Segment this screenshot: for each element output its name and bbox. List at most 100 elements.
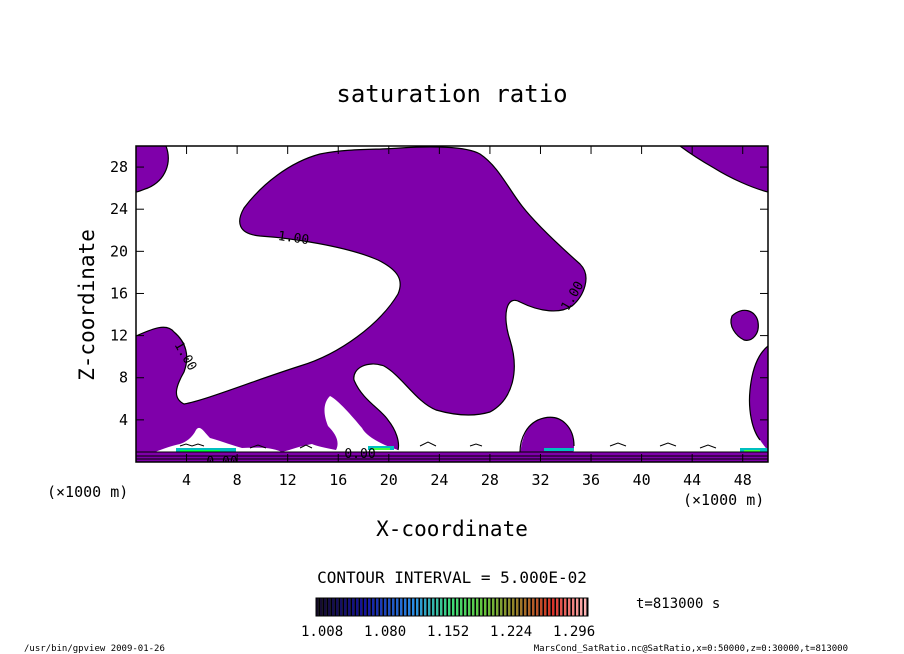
- colorbar-swatch: [568, 598, 571, 616]
- colorbar-swatch: [316, 598, 319, 616]
- colorbar-separator: [410, 598, 412, 616]
- x-tick-label: 36: [582, 471, 600, 489]
- colorbar-separator: [422, 598, 424, 616]
- colorbar-separator: [478, 598, 480, 616]
- colorbar-labels: 1.008 1.080 1.152 1.224 1.296: [301, 624, 595, 640]
- colorbar-swatch: [452, 598, 455, 616]
- colorbar-separator: [542, 598, 544, 616]
- colorbar-swatch: [372, 598, 375, 616]
- y-axis-title: Z-coordinate: [75, 229, 99, 381]
- colorbar-swatch: [396, 598, 399, 616]
- colorbar-swatch: [444, 598, 447, 616]
- colorbar-swatch: [492, 598, 495, 616]
- colorbar-swatch: [388, 598, 391, 616]
- colorbar-swatch: [548, 598, 551, 616]
- colorbar-separator: [358, 598, 360, 616]
- colorbar-separator: [526, 598, 528, 616]
- colorbar-swatch: [332, 598, 335, 616]
- colorbar-swatch: [532, 598, 535, 616]
- colorbar-swatch: [480, 598, 483, 616]
- colorbar-separator: [322, 598, 324, 616]
- saturated-region-main: [136, 146, 586, 462]
- colorbar-swatch: [472, 598, 475, 616]
- colorbar-swatch: [416, 598, 419, 616]
- colorbar-separator: [522, 598, 524, 616]
- colorbar-swatch: [524, 598, 527, 616]
- colorbar-swatch: [348, 598, 351, 616]
- saturated-region-top-right: [680, 146, 768, 192]
- colorbar-swatch: [504, 598, 507, 616]
- colorbar-swatch: [520, 598, 523, 616]
- colorbar-separator: [402, 598, 404, 616]
- saturated-region-top-left: [136, 146, 169, 192]
- colorbar-separator: [446, 598, 448, 616]
- x-tick-label: 40: [633, 471, 651, 489]
- y-axis: 4 8 12 16 20 24 28: [110, 158, 768, 429]
- colorbar-separator: [510, 598, 512, 616]
- colorbar-separator: [414, 598, 416, 616]
- colorbar-separator: [438, 598, 440, 616]
- y-tick-label: 12: [110, 327, 128, 345]
- colorbar-label: 1.008: [301, 624, 343, 640]
- colorbar: [316, 598, 588, 616]
- colorbar-separator: [406, 598, 408, 616]
- colorbar-separator: [462, 598, 464, 616]
- colorbar-separator: [586, 598, 588, 616]
- colorbar-separator: [390, 598, 392, 616]
- colorbar-swatch: [540, 598, 543, 616]
- colorbar-swatch: [460, 598, 463, 616]
- colorbar-swatch: [360, 598, 363, 616]
- x-unit-label: (×1000 m): [683, 491, 764, 509]
- colorbar-swatch: [572, 598, 575, 616]
- colorbar-separator: [450, 598, 452, 616]
- colorbar-swatch: [412, 598, 415, 616]
- colorbar-swatch: [508, 598, 511, 616]
- colorbar-swatch: [428, 598, 431, 616]
- y-tick-label: 4: [119, 411, 128, 429]
- colorbar-separator: [318, 598, 320, 616]
- colorbar-swatch: [328, 598, 331, 616]
- colorbar-separator: [482, 598, 484, 616]
- colorbar-swatch: [536, 598, 539, 616]
- colorbar-separator: [582, 598, 584, 616]
- colorbar-swatch: [496, 598, 499, 616]
- colorbar-swatch: [476, 598, 479, 616]
- z-unit-label: (×1000 m): [47, 483, 128, 501]
- surface-contours: [136, 441, 768, 460]
- colorbar-separator: [378, 598, 380, 616]
- x-tick-label: 8: [233, 471, 242, 489]
- x-axis-title: X-coordinate: [376, 517, 528, 541]
- colorbar-separator: [574, 598, 576, 616]
- colorbar-swatch: [392, 598, 395, 616]
- colorbar-swatch: [456, 598, 459, 616]
- colorbar-swatch: [580, 598, 583, 616]
- colorbar-separator: [558, 598, 560, 616]
- colorbar-swatch: [380, 598, 383, 616]
- colorbar-swatch: [560, 598, 563, 616]
- saturated-region-surface: [136, 452, 768, 462]
- colorbar-separator: [530, 598, 532, 616]
- colorbar-separator: [546, 598, 548, 616]
- x-tick-label: 4: [182, 471, 191, 489]
- contour-label: 1.00: [277, 229, 310, 248]
- colorbar-separator: [370, 598, 372, 616]
- colorbar-separator: [470, 598, 472, 616]
- x-tick-label: 44: [683, 471, 701, 489]
- colorbar-separator: [550, 598, 552, 616]
- x-tick-label: 28: [481, 471, 499, 489]
- colorbar-swatch: [324, 598, 327, 616]
- colorbar-swatch: [448, 598, 451, 616]
- saturated-region-right-edge: [749, 346, 768, 452]
- footer-right: MarsCond_SatRatio.nc@SatRatio,x=0:50000,…: [534, 644, 848, 654]
- colorbar-swatch: [420, 598, 423, 616]
- colorbar-separator: [350, 598, 352, 616]
- colorbar-label: 1.296: [553, 624, 595, 640]
- colorbar-separator: [386, 598, 388, 616]
- y-tick-label: 8: [119, 369, 128, 387]
- colorbar-separator: [486, 598, 488, 616]
- colorbar-swatch: [488, 598, 491, 616]
- colorbar-swatch: [352, 598, 355, 616]
- colorbar-swatch: [552, 598, 555, 616]
- colorbar-label: 1.152: [427, 624, 469, 640]
- chart-title: saturation ratio: [336, 80, 567, 108]
